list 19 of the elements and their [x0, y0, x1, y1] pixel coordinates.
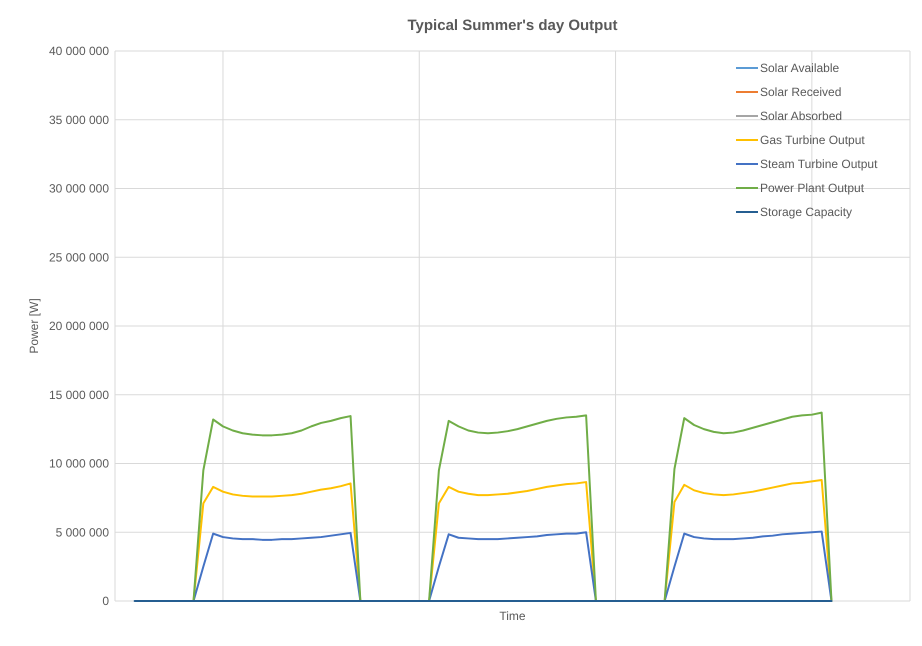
y-axis-title: Power [W]: [27, 298, 41, 354]
y-tick-label: 10 000 000: [48, 456, 110, 471]
legend-label: Solar Absorbed: [760, 109, 842, 124]
legend-label: Power Plant Output: [760, 181, 865, 196]
legend-label: Solar Available: [760, 61, 840, 76]
y-tick-label: 5 000 000: [56, 525, 110, 540]
y-tick-label: 15 000 000: [48, 388, 110, 402]
y-tick-label: 30 000 000: [48, 182, 110, 196]
legend-label: Solar Received: [760, 85, 842, 100]
chart-title: Typical Summer's day Output: [408, 17, 618, 34]
x-axis-title: Time: [499, 609, 526, 623]
legend-label: Storage Capacity: [760, 205, 852, 220]
y-tick-label: 0: [102, 594, 110, 608]
legend-label: Steam Turbine Output: [760, 157, 878, 172]
y-tick-label: 25 000 000: [48, 250, 110, 264]
legend-label: Gas Turbine Output: [760, 133, 866, 148]
y-tick-label: 35 000 000: [48, 112, 110, 127]
y-tick-label: 20 000 000: [48, 319, 110, 334]
y-tick-label: 40 000 000: [48, 44, 110, 58]
